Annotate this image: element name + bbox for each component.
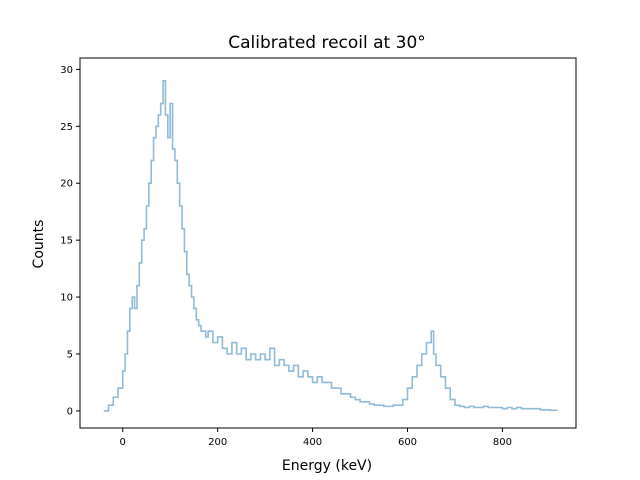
x-tick-label: 0 — [120, 437, 126, 448]
y-tick-label: 20 — [60, 179, 73, 190]
y-tick-label: 0 — [67, 406, 73, 417]
x-axis-label: Energy (keV) — [282, 458, 372, 474]
axes-frame — [79, 57, 577, 429]
y-tick-label: 30 — [60, 65, 73, 76]
y-axis-label: Counts — [31, 220, 47, 269]
x-tick-label: 600 — [398, 437, 417, 448]
y-tick-label: 10 — [60, 293, 73, 304]
y-tick-label: 25 — [60, 122, 73, 133]
plot-area — [103, 79, 558, 412]
x-tick-label: 200 — [208, 437, 227, 448]
x-tick-label: 800 — [493, 437, 512, 448]
y-tick-label: 15 — [60, 236, 73, 247]
y-tick-label: 5 — [67, 350, 73, 361]
x-tick-label: 400 — [303, 437, 322, 448]
x-axis: 0 200 400 600 800 — [120, 428, 512, 448]
chart-title: Calibrated recoil at 30° — [228, 33, 426, 53]
y-axis: 0 5 10 15 20 25 30 — [60, 65, 80, 417]
series-line-0 — [103, 79, 558, 412]
